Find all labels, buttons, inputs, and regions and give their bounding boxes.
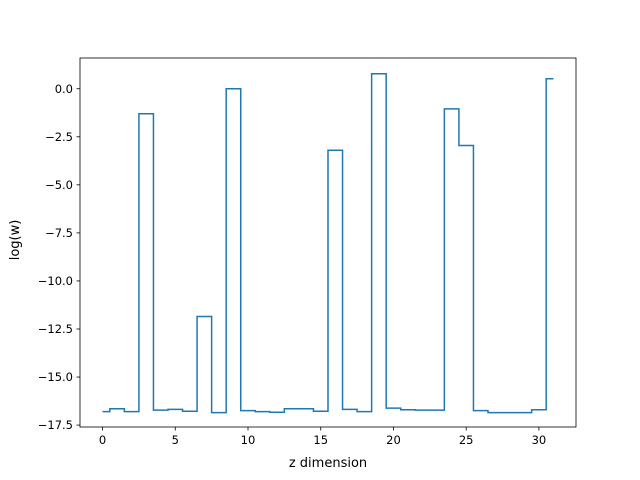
series-line-0 <box>102 73 554 414</box>
axes-frame <box>79 57 577 428</box>
x-tick-label: 0 <box>99 433 106 447</box>
x-axis-label: z dimension <box>289 456 367 471</box>
y-tick-label: −5.0 <box>45 178 73 192</box>
plot-area <box>102 73 554 414</box>
x-tick-label: 10 <box>241 433 256 447</box>
x-tick-label: 30 <box>532 433 547 447</box>
x-tick-label: 5 <box>172 433 179 447</box>
y-axis-label: log(w) <box>8 220 23 261</box>
y-tick-label: −12.5 <box>38 322 73 336</box>
y-tick-label: −2.5 <box>45 130 73 144</box>
x-tick-label: 25 <box>459 433 474 447</box>
y-tick-label: −15.0 <box>38 370 73 384</box>
y-tick-label: −10.0 <box>38 274 73 288</box>
axes: 0 5 10 15 20 25 30 0.0 −2.5 −5.0 −7.5 −10.0 −12.5 −15… <box>38 57 577 447</box>
y-tick-label: −17.5 <box>38 418 73 432</box>
y-tick-label: −7.5 <box>45 226 73 240</box>
x-tick-label: 20 <box>386 433 401 447</box>
y-tick-label: 0.0 <box>55 82 73 96</box>
x-tick-label: 15 <box>313 433 328 447</box>
